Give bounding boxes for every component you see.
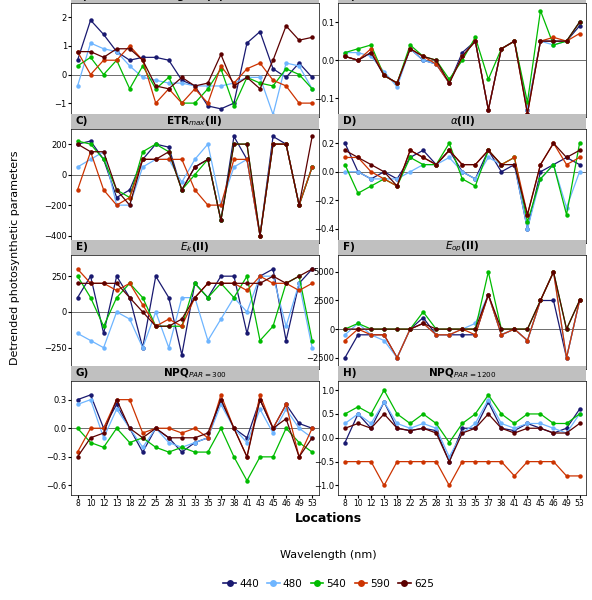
- Text: Detrended photosynthetic parameters: Detrended photosynthetic parameters: [10, 151, 20, 365]
- Text: F): F): [343, 242, 355, 252]
- FancyBboxPatch shape: [71, 0, 318, 3]
- FancyBboxPatch shape: [71, 114, 318, 129]
- Text: Sigma$_\lambda$(II): Sigma$_\lambda$(II): [165, 0, 224, 2]
- Text: E): E): [76, 242, 88, 252]
- Text: H): H): [343, 368, 357, 378]
- Text: Wavelength (nm): Wavelength (nm): [280, 550, 377, 560]
- FancyBboxPatch shape: [339, 114, 586, 129]
- Text: D): D): [343, 116, 357, 127]
- FancyBboxPatch shape: [339, 240, 586, 255]
- Text: NPQ$_{PAR=1200}$: NPQ$_{PAR=1200}$: [428, 367, 497, 380]
- Text: ETR$_{max}$(II): ETR$_{max}$(II): [166, 115, 223, 128]
- FancyBboxPatch shape: [71, 366, 318, 380]
- Text: C): C): [76, 116, 88, 127]
- FancyBboxPatch shape: [339, 366, 586, 380]
- Text: $E_{op}$(II): $E_{op}$(II): [445, 240, 480, 254]
- Text: NPQ$_{PAR=300}$: NPQ$_{PAR=300}$: [163, 367, 227, 380]
- Text: G): G): [76, 368, 89, 378]
- Text: $F_V/F_m$: $F_V/F_m$: [448, 0, 477, 2]
- Text: $E_k$(II): $E_k$(II): [180, 240, 210, 254]
- Legend: 440, 480, 540, 590, 625: 440, 480, 540, 590, 625: [223, 579, 434, 589]
- Text: $\alpha$(II): $\alpha$(II): [450, 115, 475, 128]
- FancyBboxPatch shape: [71, 240, 318, 255]
- Text: Locations: Locations: [295, 512, 362, 526]
- FancyBboxPatch shape: [339, 0, 586, 3]
